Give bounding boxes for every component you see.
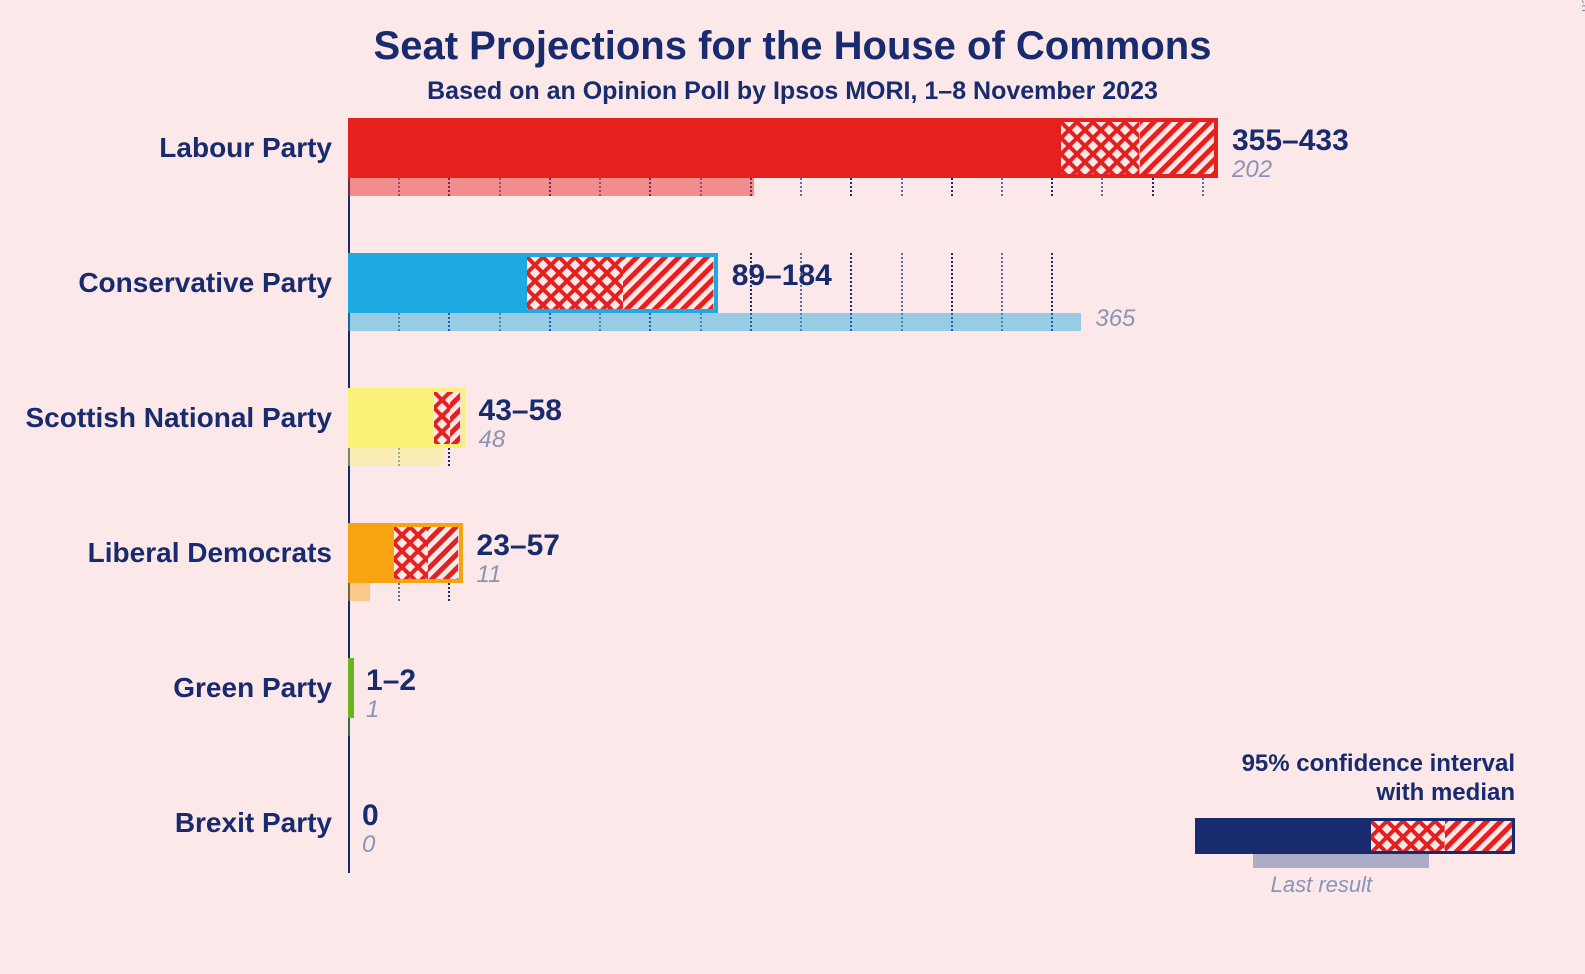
bar-crosshatch [1061, 118, 1139, 178]
copyright-text: © 2023 Filip van Laenen [1579, 0, 1585, 12]
range-value: 89–184 [732, 259, 832, 293]
last-result-bar [348, 583, 370, 601]
legend-bar [1195, 818, 1515, 868]
range-value: 23–57 [477, 529, 560, 563]
last-result-value: 1 [366, 696, 379, 724]
legend-bar-diagonal [1445, 818, 1515, 854]
last-result-value: 202 [1232, 156, 1272, 184]
party-row: Liberal Democrats 23–5711 [348, 523, 1585, 601]
bar-diagonal [350, 658, 354, 718]
party-row: Conservative Party 89–184365 [348, 253, 1585, 331]
party-label: Brexit Party [175, 807, 332, 839]
last-result-value: 11 [477, 561, 502, 589]
bar-diagonal [428, 523, 462, 583]
last-result-bar [348, 313, 1081, 331]
bar-solid [348, 523, 394, 583]
party-label: Labour Party [159, 132, 332, 164]
party-label: Scottish National Party [25, 402, 332, 434]
legend-title-line1: 95% confidence interval [1242, 750, 1515, 777]
last-result-value: 0 [362, 831, 375, 859]
last-result-value: 48 [479, 426, 506, 454]
last-result-value: 365 [1095, 305, 1135, 333]
range-value: 0 [362, 799, 379, 833]
bar-crosshatch [434, 388, 450, 448]
party-label: Liberal Democrats [88, 537, 332, 569]
legend-last-label: Last result [1233, 872, 1409, 898]
bar-solid [348, 118, 1061, 178]
legend-title: 95% confidence intervalwith median [1195, 750, 1515, 808]
legend-bar-solid [1195, 818, 1371, 854]
legend-title-line2: with median [1376, 779, 1515, 806]
last-result-bar [348, 718, 350, 736]
range-value: 1–2 [366, 664, 416, 698]
party-row: Scottish National Party 43–5848 [348, 388, 1585, 466]
chart-title: Seat Projections for the House of Common… [0, 0, 1585, 69]
range-value: 355–433 [1232, 124, 1349, 158]
legend-last-bar [1253, 854, 1429, 868]
range-value: 43–58 [479, 394, 562, 428]
party-row: Labour Party 355–433202 [348, 118, 1585, 196]
bar-solid [348, 253, 527, 313]
party-row: Green Party 1–21 [348, 658, 1585, 736]
bar-crosshatch [527, 253, 623, 313]
bar-crosshatch [394, 523, 428, 583]
bar-solid [348, 388, 434, 448]
bar-diagonal [1140, 118, 1218, 178]
chart-subtitle: Based on an Opinion Poll by Ipsos MORI, … [0, 69, 1585, 106]
legend-bar-crosshatch [1371, 818, 1445, 854]
last-result-bar [348, 448, 444, 466]
party-label: Conservative Party [78, 267, 332, 299]
legend: 95% confidence intervalwith median Last … [1195, 750, 1515, 898]
last-result-bar [348, 178, 754, 196]
y-axis [348, 118, 350, 873]
bar-diagonal [450, 388, 464, 448]
party-label: Green Party [173, 672, 332, 704]
bar-diagonal [623, 253, 717, 313]
